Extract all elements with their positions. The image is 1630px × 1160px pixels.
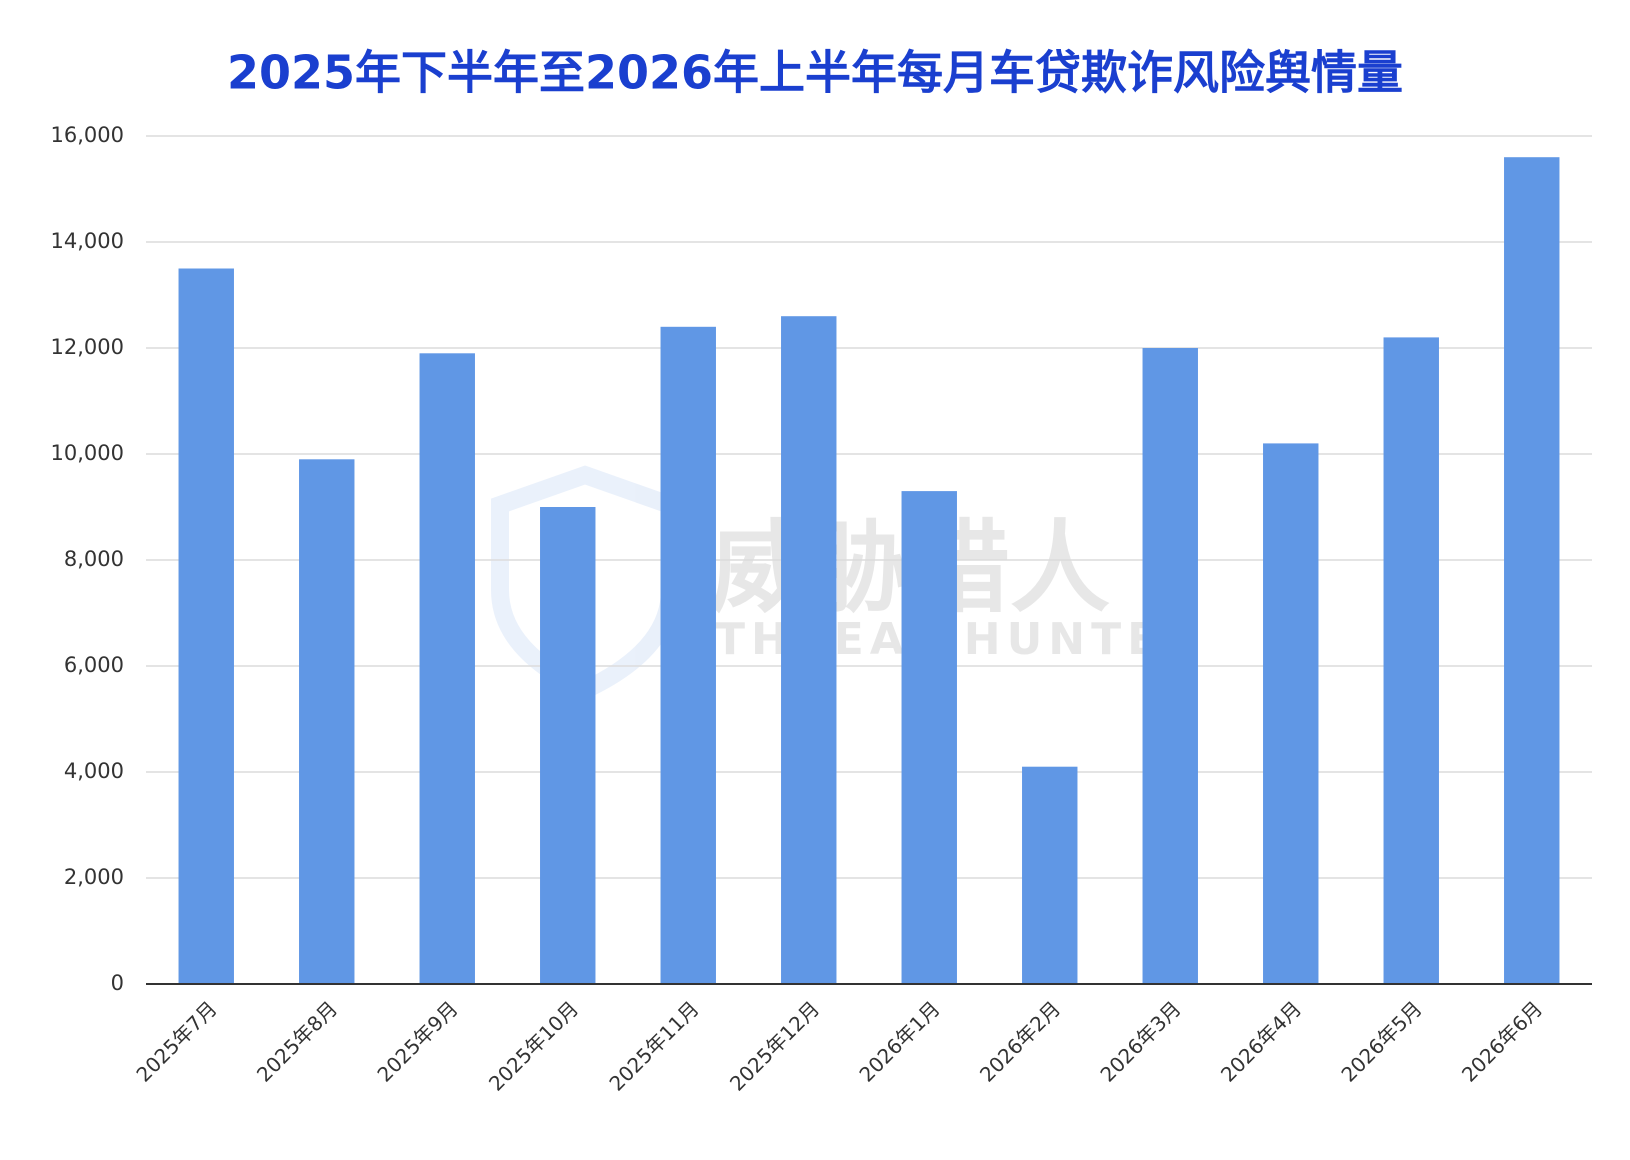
x-tick-label: 2025年8月 (252, 996, 342, 1086)
bar (299, 459, 355, 984)
x-tick-label: 2025年7月 (131, 996, 221, 1086)
bar (660, 326, 716, 984)
y-tick-label: 8,000 (64, 547, 124, 571)
x-tick-label: 2026年6月 (1457, 996, 1547, 1086)
x-tick-label: 2025年12月 (725, 996, 824, 1095)
bar (1383, 337, 1439, 984)
bar (419, 353, 475, 984)
x-tick-label: 2026年4月 (1216, 996, 1306, 1086)
y-tick-label: 10,000 (51, 441, 124, 465)
x-tick-label: 2026年2月 (975, 996, 1065, 1086)
y-tick-label: 0 (111, 971, 124, 995)
x-tick-label: 2026年5月 (1336, 996, 1426, 1086)
y-tick-label: 4,000 (64, 759, 124, 783)
y-tick-label: 14,000 (51, 229, 124, 253)
y-tick-label: 16,000 (51, 123, 124, 147)
bar (1263, 443, 1319, 984)
bar (1022, 766, 1078, 984)
x-tick-label: 2025年10月 (484, 996, 583, 1095)
watermark: 威胁猎人 THREAT HUNTER (491, 465, 1197, 700)
bar (1504, 157, 1560, 984)
y-tick-label: 2,000 (64, 865, 124, 889)
x-tick-label: 2025年11月 (604, 996, 703, 1095)
x-tick-label: 2025年9月 (372, 996, 462, 1086)
bar (781, 316, 837, 984)
bar (178, 268, 234, 984)
bar (901, 491, 957, 984)
y-tick-label: 12,000 (51, 335, 124, 359)
y-tick-label: 6,000 (64, 653, 124, 677)
bar (1142, 348, 1198, 984)
x-tick-label: 2026年3月 (1095, 996, 1185, 1086)
bar (540, 507, 596, 984)
chart-title: 2025年下半年至2026年上半年每月车贷欺诈风险舆情量 (227, 46, 1403, 100)
x-tick-label: 2026年1月 (854, 996, 944, 1086)
